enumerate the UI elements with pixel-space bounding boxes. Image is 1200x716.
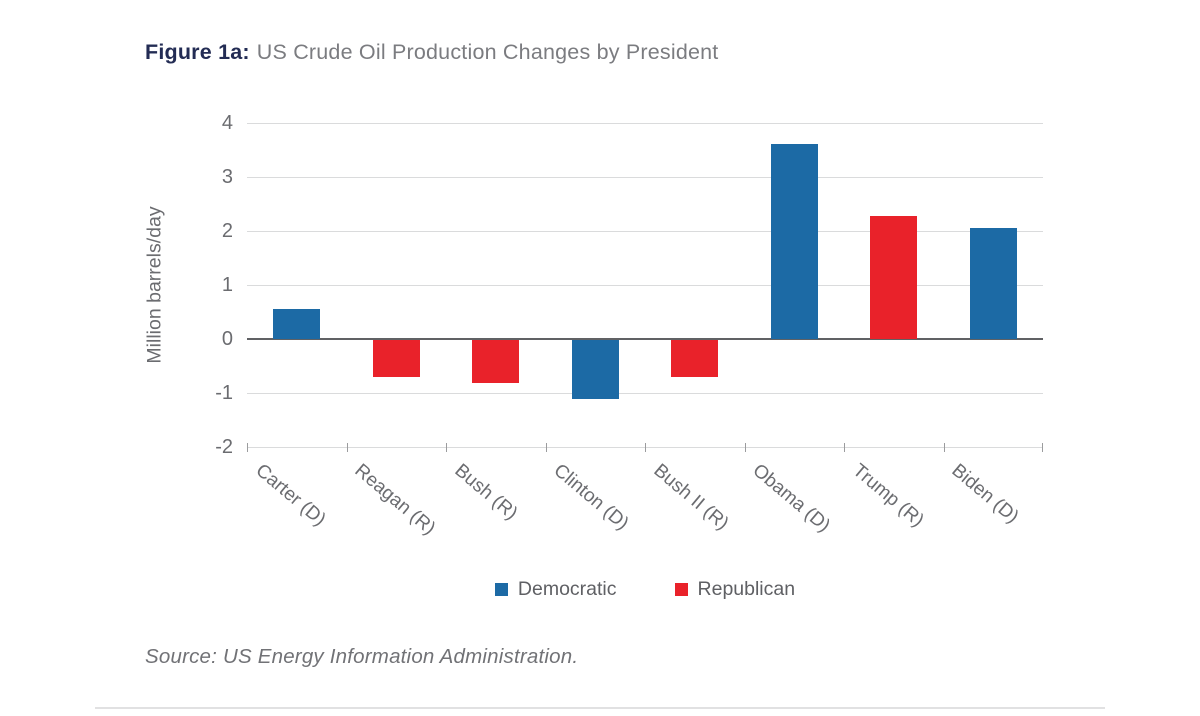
x-tick-1 <box>346 443 348 452</box>
x-tick-6 <box>844 443 845 452</box>
gridline-y-3 <box>247 177 1043 178</box>
y-tick-label-1: 1 <box>221 274 233 296</box>
figure-title-prefix: Figure 1a: <box>145 40 250 64</box>
bar-obama-d <box>770 143 818 339</box>
legend-swatch-icon <box>674 583 688 596</box>
x-tick-2 <box>446 443 447 452</box>
x-category-label-4: Clinton (D) <box>549 460 633 535</box>
x-category-label-1: Carter (D) <box>251 460 330 531</box>
y-tick-label-3: 3 <box>221 166 233 188</box>
bar-clinton-d <box>571 340 619 400</box>
gridline-y-4 <box>247 123 1043 124</box>
legend: Democratic Republican <box>247 578 1043 601</box>
x-category-label-8: Biden (D) <box>947 460 1023 528</box>
bar-biden-d <box>969 228 1017 339</box>
legend-swatch-icon <box>494 583 508 596</box>
gridline-y-2 <box>247 231 1043 232</box>
bar-trump-r <box>870 215 918 339</box>
y-axis-title: Million barrels/day <box>143 206 166 364</box>
plot-area: Million barrels/day 4 3 2 1 0 -1 -2 Carter (D) R… <box>144 112 1043 539</box>
y-tick-label-2: 2 <box>221 220 233 242</box>
legend-entry-democratic: Democratic <box>494 578 617 601</box>
zero-axis-line <box>247 338 1043 340</box>
x-category-label-3: Bush (R) <box>450 460 522 525</box>
legend-label: Democratic <box>517 578 617 600</box>
bar-bush-r <box>472 340 520 384</box>
x-category-label-6: Obama (D) <box>748 460 835 537</box>
x-tick-7 <box>943 443 945 452</box>
figure-title-text: US Crude Oil Production Changes by Presi… <box>256 40 719 64</box>
figure-title: Figure 1a: US Crude Oil Production Change… <box>145 40 718 65</box>
x-tick-8 <box>1042 443 1043 452</box>
x-category-label-2: Reagan (R) <box>350 460 440 540</box>
x-tick-0 <box>247 443 248 452</box>
bar-reagan-r <box>372 340 420 377</box>
bar-carter-d <box>273 309 321 339</box>
x-category-label-5: Bush II (R) <box>649 460 733 535</box>
y-tick-label--2: -2 <box>215 436 233 458</box>
x-tick-4 <box>645 443 646 452</box>
legend-label: Republican <box>697 578 796 600</box>
gridline-y--1 <box>247 393 1043 394</box>
bottom-divider <box>95 707 1105 709</box>
x-tick-3 <box>545 443 547 452</box>
y-tick-label--1: -1 <box>215 382 233 404</box>
gridline-y-1 <box>247 285 1043 286</box>
y-tick-label-0: 0 <box>221 328 233 350</box>
y-tick-label-4: 4 <box>221 112 233 134</box>
legend-entry-republican: Republican <box>674 578 796 601</box>
source-text: Source: US Energy Information Administra… <box>145 645 579 668</box>
bar-bush-ii-r <box>671 340 719 377</box>
x-category-label-7: Trump (R) <box>848 460 928 532</box>
x-tick-5 <box>744 443 746 452</box>
